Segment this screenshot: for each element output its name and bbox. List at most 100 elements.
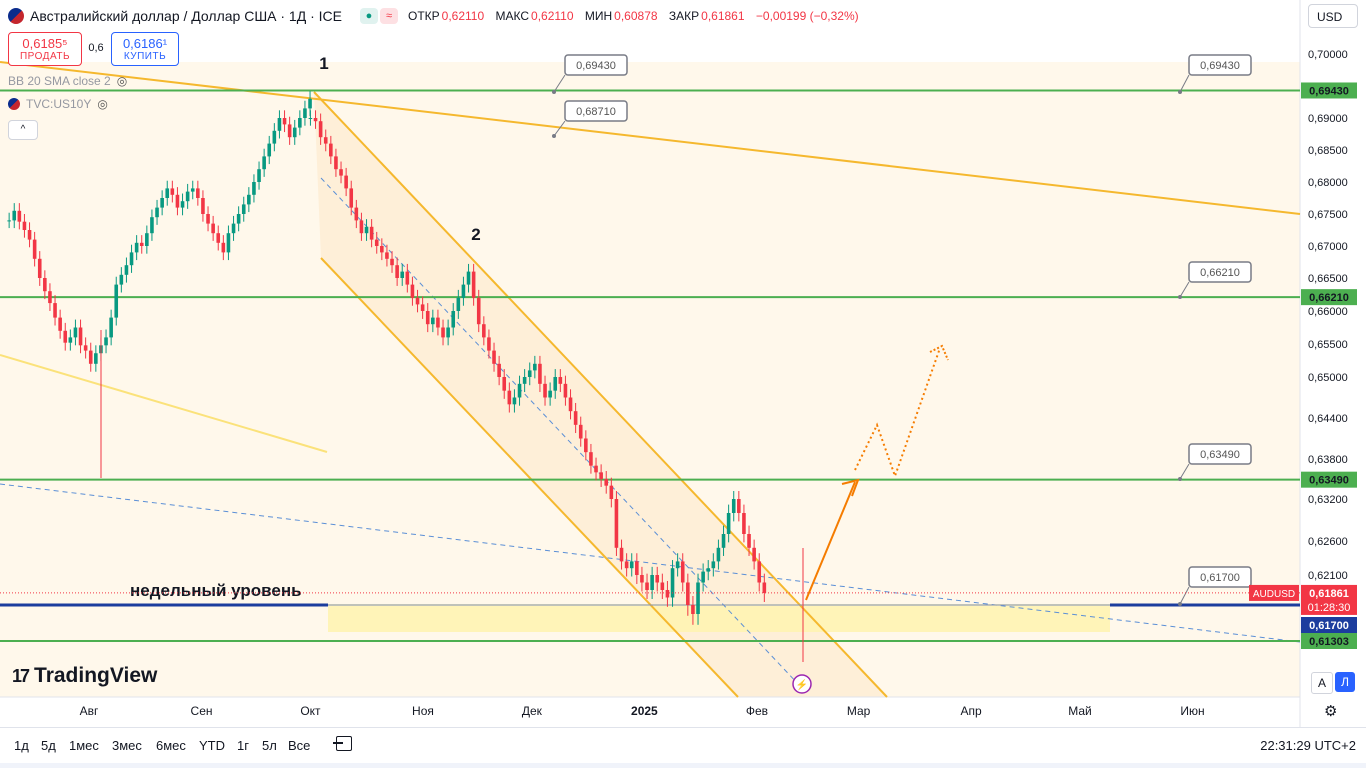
y-tick-label: 0,65500	[1308, 339, 1348, 351]
x-tick-label: Дек	[522, 704, 543, 718]
go-to-date-calendar-icon[interactable]	[333, 736, 352, 751]
candle-body	[88, 350, 93, 364]
settings-gear-icon[interactable]: ⚙	[1324, 703, 1338, 720]
tradingview-logo[interactable]: 17 TradingView	[12, 664, 157, 688]
candle-body	[762, 582, 767, 593]
hidden-eye-icon[interactable]: ◎	[97, 97, 108, 111]
candle-body	[339, 169, 343, 176]
candle-body	[415, 297, 420, 305]
y-tick-label: 0,68500	[1308, 145, 1348, 157]
candle-body	[431, 317, 435, 325]
candle-body	[380, 246, 384, 253]
callout-label: 0,61700	[1200, 572, 1240, 584]
candle-body	[155, 207, 159, 218]
candle-body	[640, 575, 644, 583]
candle-body	[645, 582, 649, 590]
price-chart[interactable]: 0,700000,695000,690000,685000,680000,675…	[0, 0, 1366, 727]
candle-body	[334, 156, 338, 170]
candle-body	[109, 317, 113, 338]
candle-body	[359, 220, 364, 234]
candle-body	[170, 188, 175, 195]
candle-body	[308, 98, 312, 109]
candle-body	[624, 561, 629, 569]
callout-pointer	[553, 120, 566, 137]
candle-body	[425, 311, 430, 325]
callout-box	[1188, 443, 1252, 465]
level-price-tag-text: 0,69430	[1309, 85, 1349, 97]
close-value: 0,61861	[701, 9, 745, 23]
market-open-icon: ●	[359, 8, 378, 24]
sell-button[interactable]: 0,6185⁵ ПРОДАТЬ	[8, 32, 82, 66]
currency-select[interactable]: USD	[1308, 4, 1358, 28]
dashed-trend-blue	[0, 483, 1301, 643]
candle-body	[12, 210, 17, 221]
timeframe-1d[interactable]: 1д	[14, 738, 29, 753]
candle-body	[660, 582, 665, 590]
x-tick-label: Авг	[80, 704, 99, 718]
candle-body	[221, 242, 226, 253]
candle-body	[53, 303, 57, 318]
timeframe-1y[interactable]: 1г	[237, 738, 249, 753]
hidden-eye-icon[interactable]: ◎	[116, 74, 128, 88]
candle-body	[114, 284, 119, 318]
candle-body	[27, 230, 32, 240]
indicator-us10y[interactable]: TVC:US10Y ◎	[8, 97, 108, 111]
candle-body	[83, 345, 88, 351]
candle-body	[691, 605, 695, 614]
weekly-level-text: недельный уровень	[130, 581, 302, 600]
callout-label: 0,69430	[576, 60, 616, 72]
callout-pointer	[553, 74, 566, 93]
projection-path-dotted	[854, 347, 941, 480]
candle-body	[711, 561, 716, 569]
timeframe-ytd[interactable]: YTD	[199, 738, 225, 753]
candle-body	[584, 438, 588, 453]
timeframe-5d[interactable]: 5д	[41, 738, 56, 753]
timeframe-6m[interactable]: 6мес	[156, 738, 186, 753]
timeframe-3m[interactable]: 3мес	[112, 738, 142, 753]
candle-body	[441, 327, 445, 338]
y-tick-label: 0,67500	[1308, 209, 1348, 221]
callout-box	[564, 54, 628, 76]
candle-body	[201, 198, 205, 214]
x-tick-label: Май	[1068, 704, 1092, 718]
y-tick-label: 0,70000	[1308, 49, 1348, 61]
x-tick-label: Фев	[746, 704, 768, 718]
callout-anchor	[1178, 90, 1182, 94]
candle-body	[272, 130, 277, 144]
candle-body	[216, 233, 221, 243]
candle-body	[318, 121, 323, 138]
candle-body	[655, 575, 660, 583]
buy-button[interactable]: 0,6186¹ КУПИТЬ	[111, 32, 179, 66]
timeframe-1m[interactable]: 1мес	[69, 738, 99, 753]
candle-body	[548, 390, 552, 398]
candle-body	[675, 561, 680, 569]
wave-label-1: 1	[319, 54, 328, 73]
level-price-tag	[1301, 82, 1357, 99]
indicator-bb[interactable]: BB 20 SMA close 2 ◎	[8, 74, 127, 88]
candle-body	[742, 513, 746, 534]
candle-body	[374, 239, 379, 246]
candle-body	[696, 582, 700, 614]
symbol-title[interactable]: Австралийский доллар / Доллар США · 1Д ·…	[30, 8, 342, 24]
callout-anchor	[552, 134, 556, 138]
candle-body	[533, 363, 537, 371]
timeframe-all[interactable]: Все	[288, 738, 311, 753]
candle-body	[308, 118, 313, 119]
candle-body	[573, 411, 578, 425]
buy-label: КУПИТЬ	[123, 51, 167, 62]
candle-body	[492, 350, 496, 364]
auto-scale-button[interactable]: A	[1311, 672, 1333, 694]
x-tick-label: 2025	[631, 704, 658, 718]
candle-body	[150, 217, 154, 234]
candle-body	[563, 383, 568, 398]
candle-body	[390, 258, 394, 266]
candle-body	[349, 188, 354, 208]
level-price-tag	[1301, 289, 1357, 306]
timeframe-5y[interactable]: 5л	[262, 738, 277, 753]
candle-body	[716, 547, 721, 562]
candle-body	[369, 226, 374, 240]
x-tick-label: Июн	[1180, 704, 1204, 718]
y-tick-label: 0,63800	[1308, 454, 1348, 466]
log-scale-button[interactable]: Л	[1335, 672, 1355, 692]
collapse-indicators-button[interactable]: ^	[8, 120, 38, 140]
